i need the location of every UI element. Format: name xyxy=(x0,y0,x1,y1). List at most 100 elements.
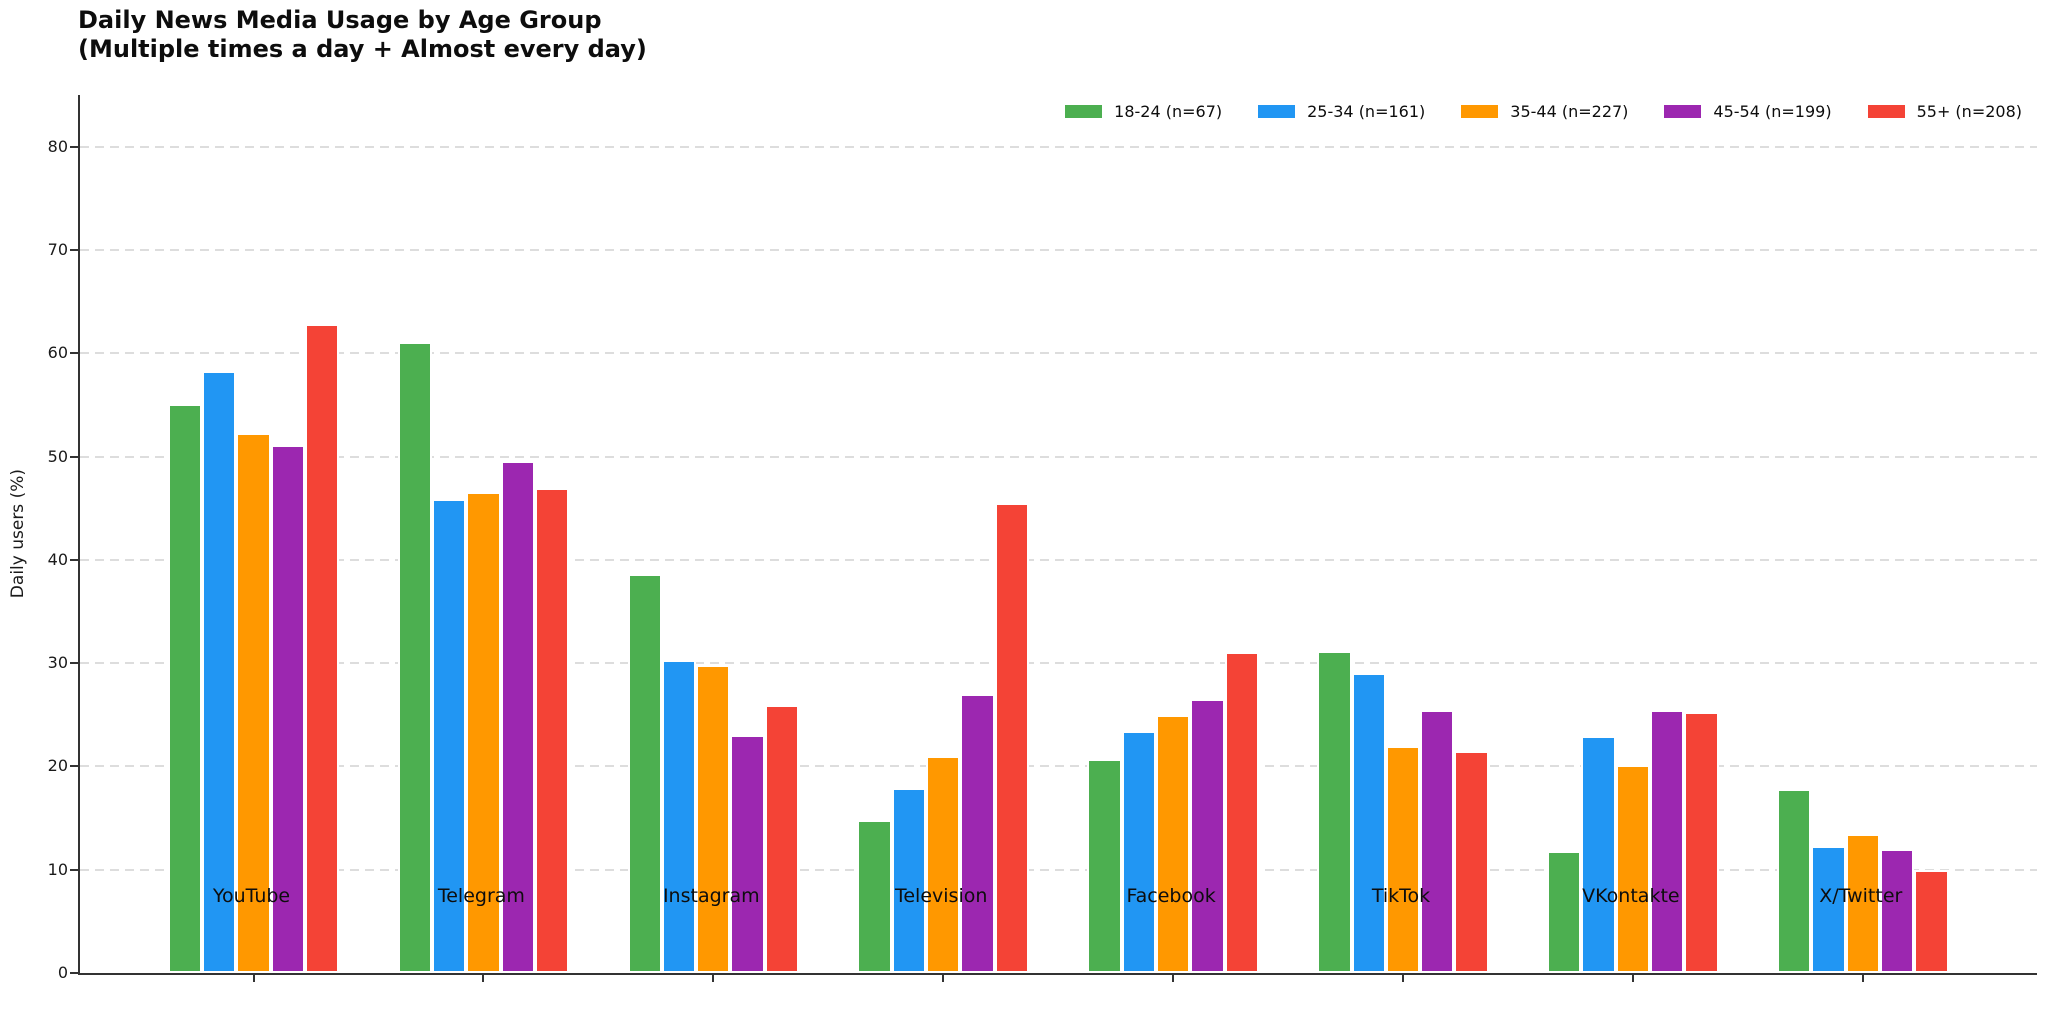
plot-area: 0 10 20 30 40 50 60 70 80 xyxy=(48,95,2037,982)
legend-item-45-54: 45-54 (n=199) xyxy=(1664,102,1832,121)
chart-title-line1: Daily News Media Usage by Age Group xyxy=(78,6,602,34)
x-tick-mark-television xyxy=(942,975,945,982)
bar-youtube-45-54 xyxy=(270,445,305,973)
gridline-50 xyxy=(80,455,2037,458)
y-tick-mark-40 xyxy=(70,558,78,561)
legend-swatch-icon xyxy=(1065,105,1103,118)
bar-x-twitter-35-44 xyxy=(1845,833,1880,973)
y-tick-label-80: 80 xyxy=(47,136,68,156)
bar-telegram-45-54 xyxy=(500,460,535,973)
y-tick-label-10: 10 xyxy=(47,859,68,879)
bar-facebook-25-34 xyxy=(1121,731,1156,973)
legend-swatch-icon xyxy=(1867,105,1905,118)
bar-vkontakte-55+ xyxy=(1684,711,1719,973)
bar-telegram-55+ xyxy=(534,487,570,973)
bar-vkontakte-35-44 xyxy=(1615,765,1651,973)
x-tick-label-vkontakte: VKontakte xyxy=(1582,885,1680,907)
chart-title: Daily News Media Usage by Age Group (Mult… xyxy=(78,6,647,64)
y-tick-mark-0 xyxy=(70,972,78,974)
gridline-60 xyxy=(80,352,2037,355)
x-tick-mark-tiktok xyxy=(1402,975,1404,982)
gridline-30 xyxy=(80,662,2037,665)
x-tick-label-telegram: Telegram xyxy=(437,885,525,907)
bar-telegram-18-24 xyxy=(397,341,432,973)
legend-label: 55+ (n=208) xyxy=(1916,102,2022,121)
bar-instagram-35-44 xyxy=(696,665,731,973)
y-tick-label-40: 40 xyxy=(47,549,68,569)
bar-tiktok-18-24 xyxy=(1317,650,1352,973)
x-tick-label-facebook: Facebook xyxy=(1126,885,1216,907)
bar-instagram-18-24 xyxy=(627,574,662,973)
y-tick-mark-30 xyxy=(70,662,78,665)
bar-facebook-35-44 xyxy=(1155,714,1191,973)
y-axis-title: Daily users (%) xyxy=(8,95,28,973)
y-tick-mark-10 xyxy=(70,868,78,871)
legend-item-35-44: 35-44 (n=227) xyxy=(1461,102,1628,121)
bar-tiktok-35-44 xyxy=(1385,745,1421,973)
legend-item-25-34: 25-34 (n=161) xyxy=(1258,102,1425,121)
bar-facebook-45-54 xyxy=(1190,699,1225,973)
gridline-70 xyxy=(80,248,2037,251)
bar-vkontakte-45-54 xyxy=(1650,709,1685,973)
bar-vkontakte-25-34 xyxy=(1581,736,1616,973)
y-tick-mark-20 xyxy=(70,765,78,768)
legend-label: 35-44 (n=227) xyxy=(1510,102,1629,121)
y-tick-mark-80 xyxy=(70,145,78,148)
bar-tiktok-25-34 xyxy=(1351,673,1386,973)
y-tick-label-60: 60 xyxy=(47,343,68,363)
gridline-80 xyxy=(80,145,2037,148)
y-tick-label-70: 70 xyxy=(47,239,68,259)
bar-television-18-24 xyxy=(857,820,892,973)
bar-instagram-45-54 xyxy=(730,735,765,973)
bar-x-twitter-55+ xyxy=(1914,869,1949,973)
y-tick-label-20: 20 xyxy=(47,756,68,776)
gridline-10 xyxy=(80,868,2037,871)
legend-label: 45-54 (n=199) xyxy=(1713,102,1832,121)
x-tick-mark-facebook xyxy=(1172,975,1175,982)
y-tick-mark-70 xyxy=(70,248,78,251)
bar-vkontakte-18-24 xyxy=(1547,851,1582,973)
bar-instagram-55+ xyxy=(764,705,800,973)
gridline-20 xyxy=(80,765,2037,768)
gridline-40 xyxy=(80,558,2037,561)
bar-x-twitter-25-34 xyxy=(1811,845,1846,973)
legend: 18-24 (n=67) 25-34 (n=161) 35-44 (n=227) 45… xyxy=(1065,102,2022,121)
x-tick-label-x-twitter: X/Twitter xyxy=(1819,885,1903,907)
x-tick-label-youtube: YouTube xyxy=(212,885,291,907)
bar-television-35-44 xyxy=(926,756,961,973)
y-tick-label-0: 0 xyxy=(57,963,68,982)
legend-item-55+: 55+ (n=208) xyxy=(1867,102,2022,121)
bar-television-45-54 xyxy=(960,694,995,973)
bar-facebook-18-24 xyxy=(1087,759,1122,973)
chart-title-line2: (Multiple times a day + Almost every day… xyxy=(78,35,647,63)
bar-x-twitter-18-24 xyxy=(1777,789,1812,973)
x-tick-label-tiktok: TikTok xyxy=(1371,885,1431,907)
legend-label: 25-34 (n=161) xyxy=(1307,102,1426,121)
y-axis-title-text: Daily users (%) xyxy=(8,469,28,599)
x-tick-label-television: Television xyxy=(894,885,988,907)
bar-telegram-25-34 xyxy=(431,498,467,973)
legend-swatch-icon xyxy=(1258,105,1296,118)
bar-youtube-35-44 xyxy=(236,432,271,973)
legend-item-18-24: 18-24 (n=67) xyxy=(1065,102,1222,121)
bar-television-55+ xyxy=(994,503,1029,973)
legend-swatch-icon xyxy=(1664,105,1702,118)
y-tick-mark-60 xyxy=(70,352,78,355)
y-tick-label-30: 30 xyxy=(47,653,68,673)
x-tick-mark-instagram xyxy=(712,975,715,982)
bar-tiktok-45-54 xyxy=(1420,709,1455,973)
bar-youtube-18-24 xyxy=(167,403,203,973)
bar-facebook-55+ xyxy=(1224,651,1259,973)
bar-instagram-25-34 xyxy=(661,660,697,973)
bar-youtube-55+ xyxy=(304,324,340,973)
x-tick-mark-youtube xyxy=(252,975,255,982)
bar-youtube-25-34 xyxy=(202,370,237,973)
legend-label: 18-24 (n=67) xyxy=(1114,102,1223,121)
bar-x-twitter-45-54 xyxy=(1879,849,1915,973)
legend-swatch-icon xyxy=(1461,105,1499,118)
bar-telegram-35-44 xyxy=(466,491,501,973)
x-tick-mark-vkontakte xyxy=(1631,975,1634,982)
y-tick-label-50: 50 xyxy=(47,446,68,466)
x-tick-mark-telegram xyxy=(482,975,485,982)
